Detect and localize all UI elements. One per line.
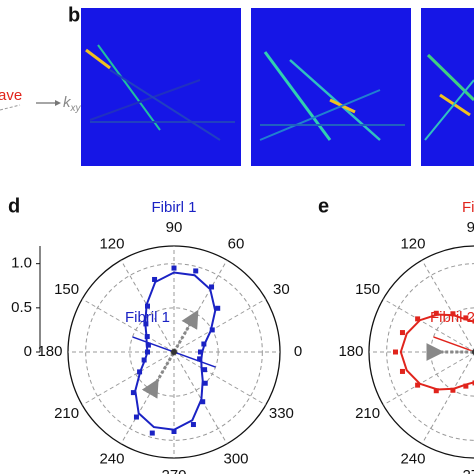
data-point	[450, 311, 456, 317]
r-tick-label: 0	[24, 343, 32, 360]
grid-spoke	[81, 351, 175, 406]
data-point	[399, 368, 405, 374]
k-label: k	[63, 94, 72, 111]
theta-tick-label: 180	[37, 343, 62, 360]
k-sub: xy	[70, 103, 82, 114]
data-point	[190, 422, 196, 428]
grid-spoke	[120, 351, 175, 445]
data-point	[133, 414, 139, 420]
data-point	[433, 310, 439, 316]
center-dot	[171, 349, 177, 355]
data-point	[202, 367, 208, 373]
theta-tick-label: 0	[294, 343, 302, 360]
grid-circle	[85, 263, 263, 441]
panel-letter: e	[318, 195, 329, 217]
theta-tick-label: 120	[99, 236, 124, 253]
image	[251, 8, 411, 166]
data-point	[463, 315, 469, 321]
theta-tick-label: 150	[355, 281, 380, 298]
theta-tick-label: 240	[400, 450, 425, 467]
data-point	[209, 327, 215, 333]
theta-tick-label: 330	[269, 405, 294, 422]
panel-letter: b	[68, 4, 80, 26]
grid-spoke	[421, 259, 474, 352]
data-point	[202, 380, 208, 386]
data-point	[393, 349, 398, 355]
chart-title: Fibirl 1	[151, 199, 196, 216]
data-point	[171, 265, 177, 271]
r-tick-label: 1.0	[11, 255, 32, 272]
r-tick-label: 0.5	[11, 299, 32, 316]
data-point	[149, 430, 155, 436]
fit-curve	[399, 313, 474, 391]
theta-tick-label: 240	[99, 450, 124, 467]
data-point	[463, 383, 469, 389]
polarization-arrow	[141, 309, 199, 399]
data-point	[130, 390, 136, 396]
fibril-annotation: Fibril 1	[125, 309, 170, 326]
data-point	[193, 268, 199, 274]
theta-tick-label: 90	[467, 219, 474, 236]
data-point	[415, 316, 421, 322]
data-point	[415, 382, 421, 388]
theta-tick-label: 210	[355, 405, 380, 422]
theta-tick-label: 270	[462, 467, 474, 474]
data-point	[198, 349, 203, 355]
theta-tick-label: 300	[223, 450, 248, 467]
fibril-line	[433, 336, 474, 353]
image	[421, 8, 474, 166]
theta-tick-label: 90	[166, 219, 183, 236]
panel-letter: d	[8, 195, 20, 217]
k-arrow	[0, 104, 21, 111]
data-point	[197, 356, 203, 362]
image	[81, 8, 241, 166]
data-point	[450, 387, 456, 393]
chart-title: Fibril 2	[462, 199, 474, 216]
theta-tick-label: 150	[54, 281, 79, 298]
grid-spoke	[382, 351, 474, 406]
theta-tick-label: 120	[400, 236, 425, 253]
data-point	[433, 388, 439, 394]
wave-label: ave	[0, 87, 22, 104]
theta-tick-label: 180	[338, 343, 363, 360]
data-point	[200, 399, 206, 405]
theta-tick-label: 270	[161, 467, 186, 474]
k-label: kxy	[63, 94, 82, 114]
theta-tick-label: 210	[54, 405, 79, 422]
theta-tick-label: 30	[273, 281, 290, 298]
data-point	[399, 330, 405, 336]
data-point	[209, 284, 215, 290]
data-point	[215, 305, 221, 311]
data-point	[171, 429, 177, 434]
fibril-annotation: Fibril 2	[430, 309, 474, 326]
grid-spoke	[421, 352, 474, 445]
data-point	[152, 276, 158, 282]
grid-spoke	[173, 351, 267, 406]
theta-tick-label: 60	[228, 236, 245, 253]
